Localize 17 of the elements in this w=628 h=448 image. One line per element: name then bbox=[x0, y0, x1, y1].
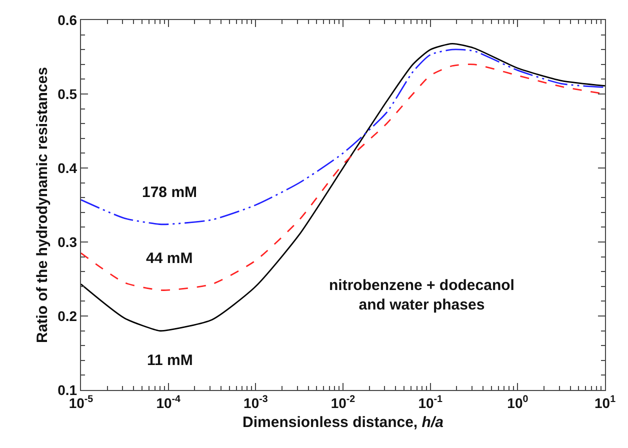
y-tick-label: 0.6 bbox=[58, 12, 78, 28]
x-tick-label: 10$^{-3}$ bbox=[244, 394, 268, 411]
annotation: nitrobenzene + dodecanol and water phases bbox=[329, 277, 514, 314]
x-tick-label: 10$^{-1}$ bbox=[418, 394, 444, 411]
x-tick-label: 10$^{1}$ bbox=[594, 394, 616, 411]
x-tick-label: 10$^{-2}$ bbox=[330, 394, 356, 411]
y-tick-label: 0.3 bbox=[58, 234, 78, 250]
x-axis-title: Dimensionless distance, h/a bbox=[242, 414, 444, 431]
series-label: 11 mM bbox=[147, 352, 193, 369]
x-tick-label: 10$^{-4}$ bbox=[156, 394, 182, 411]
x-tick-label: 10$^{0}$ bbox=[507, 394, 529, 411]
y-tick-label: 0.5 bbox=[58, 86, 78, 102]
series-label: 178 mM bbox=[142, 184, 198, 201]
y-tick-label: 0.2 bbox=[58, 308, 78, 324]
y-tick-label: 0.4 bbox=[58, 160, 78, 176]
y-axis-title: Ratio of the hydrodynamic resistances bbox=[34, 67, 51, 343]
series-label: 44 mM bbox=[146, 250, 193, 267]
